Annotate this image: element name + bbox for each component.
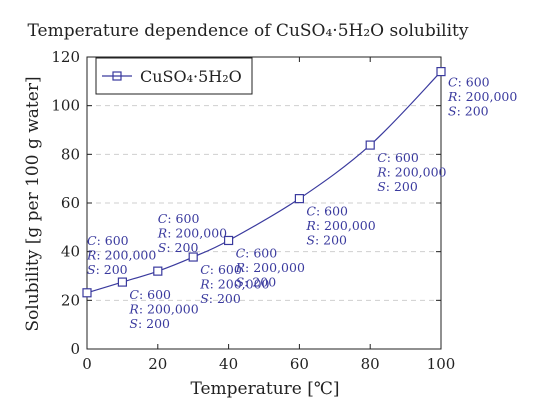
x-tick-label: 0 [82,355,92,373]
x-axis-label: Temperature [℃] [190,379,339,399]
y-tick-label: 100 [51,97,80,115]
annotation-line: C: 600 [236,245,278,260]
axes: 0 20 40 60 80 100 0 20 40 60 80 100 120 [51,48,455,373]
annotation-line: S: 200 [129,316,170,331]
annotation-line: R: 200,000 [376,165,446,180]
legend-series-label: CuSO₄·5H₂O [140,67,242,86]
annotation-line: R: 200,000 [128,302,198,317]
y-tick-label: 120 [51,48,80,66]
data-point-marker [82,288,92,298]
annotation-line: R: 200,000 [305,218,375,233]
y-tick-label: 20 [61,291,80,309]
x-tick-label: 100 [427,355,456,373]
data-point-marker [117,277,128,287]
annotation-line: R: 200,000 [447,89,517,104]
annotation-line: S: 200 [236,274,277,289]
annotation-line: C: 600 [200,262,242,277]
annotation-line: R: 200,000 [199,277,269,292]
data-point-marker [436,66,446,77]
annotation-line: C: 600 [306,204,348,219]
annotation-line: R: 200,000 [235,260,305,275]
annotation-line: C: 600 [87,233,129,248]
annotation-line: S: 200 [377,179,418,194]
annotation-line: R: 200,000 [86,247,156,262]
y-axis-label: Solubility [g per 100 g water] [23,76,43,331]
x-tick-label: 40 [219,355,238,373]
x-tick-label: 80 [361,355,380,373]
x-tick-label: 20 [148,355,167,373]
annotation-line: S: 200 [158,240,199,255]
annotation-line: C: 600 [129,287,171,302]
series-layer [82,66,446,298]
data-point-marker [224,235,234,246]
annotation-line: S: 200 [200,291,241,306]
data-point-marker [188,252,198,262]
y-tick-label: 60 [61,194,80,212]
annotation-line: C: 600 [448,75,490,90]
y-tick-label: 0 [70,340,80,358]
x-tick-label: 60 [290,355,309,373]
gridlines [87,105,441,301]
annotation-line: S: 200 [306,233,347,248]
data-point-marker [365,140,375,150]
annotation-line: S: 200 [87,262,128,277]
annotation-line: C: 600 [377,150,419,165]
data-point-marker [294,194,304,204]
legend: CuSO₄·5H₂O [95,57,253,95]
annotation-line: C: 600 [158,211,200,226]
annotation-line: S: 200 [448,104,489,119]
chart-title: Temperature dependence of CuSO₄·5H₂O sol… [28,21,469,41]
legend-marker [112,71,122,81]
y-tick-label: 40 [61,243,80,261]
y-tick-label: 80 [61,145,80,163]
data-point-marker [153,266,163,276]
annotation-line: R: 200,000 [157,226,227,241]
